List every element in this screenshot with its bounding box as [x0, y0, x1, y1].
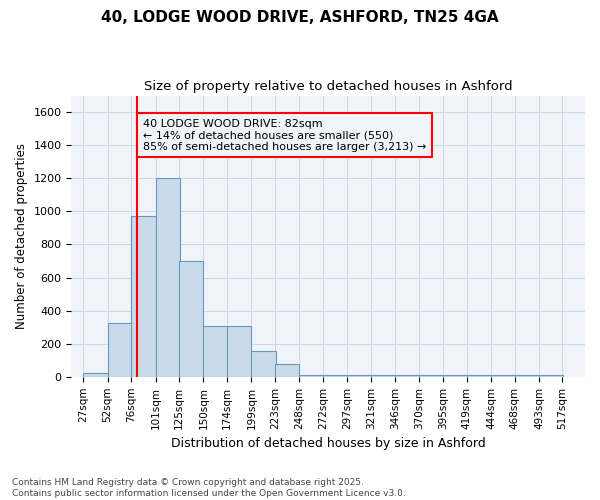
Bar — [203, 326, 228, 377]
Bar — [155, 178, 180, 377]
Bar — [323, 375, 347, 377]
Bar — [419, 375, 443, 377]
Bar — [131, 216, 155, 377]
Bar — [107, 323, 132, 377]
Bar — [299, 375, 324, 377]
X-axis label: Distribution of detached houses by size in Ashford: Distribution of detached houses by size … — [171, 437, 485, 450]
Text: 40 LODGE WOOD DRIVE: 82sqm
← 14% of detached houses are smaller (550)
85% of sem: 40 LODGE WOOD DRIVE: 82sqm ← 14% of deta… — [143, 118, 426, 152]
Bar — [371, 375, 395, 377]
Bar — [491, 375, 515, 377]
Text: 40, LODGE WOOD DRIVE, ASHFORD, TN25 4GA: 40, LODGE WOOD DRIVE, ASHFORD, TN25 4GA — [101, 10, 499, 25]
Text: Contains HM Land Registry data © Crown copyright and database right 2025.
Contai: Contains HM Land Registry data © Crown c… — [12, 478, 406, 498]
Title: Size of property relative to detached houses in Ashford: Size of property relative to detached ho… — [144, 80, 512, 93]
Bar — [275, 364, 299, 377]
Bar — [227, 326, 251, 377]
Bar — [443, 375, 467, 377]
Bar — [395, 375, 419, 377]
Bar — [515, 375, 539, 377]
Y-axis label: Number of detached properties: Number of detached properties — [15, 143, 28, 329]
Bar — [179, 261, 203, 377]
Bar — [347, 375, 372, 377]
Bar — [467, 375, 491, 377]
Bar — [83, 372, 107, 377]
Bar — [251, 351, 276, 377]
Bar — [539, 375, 563, 377]
